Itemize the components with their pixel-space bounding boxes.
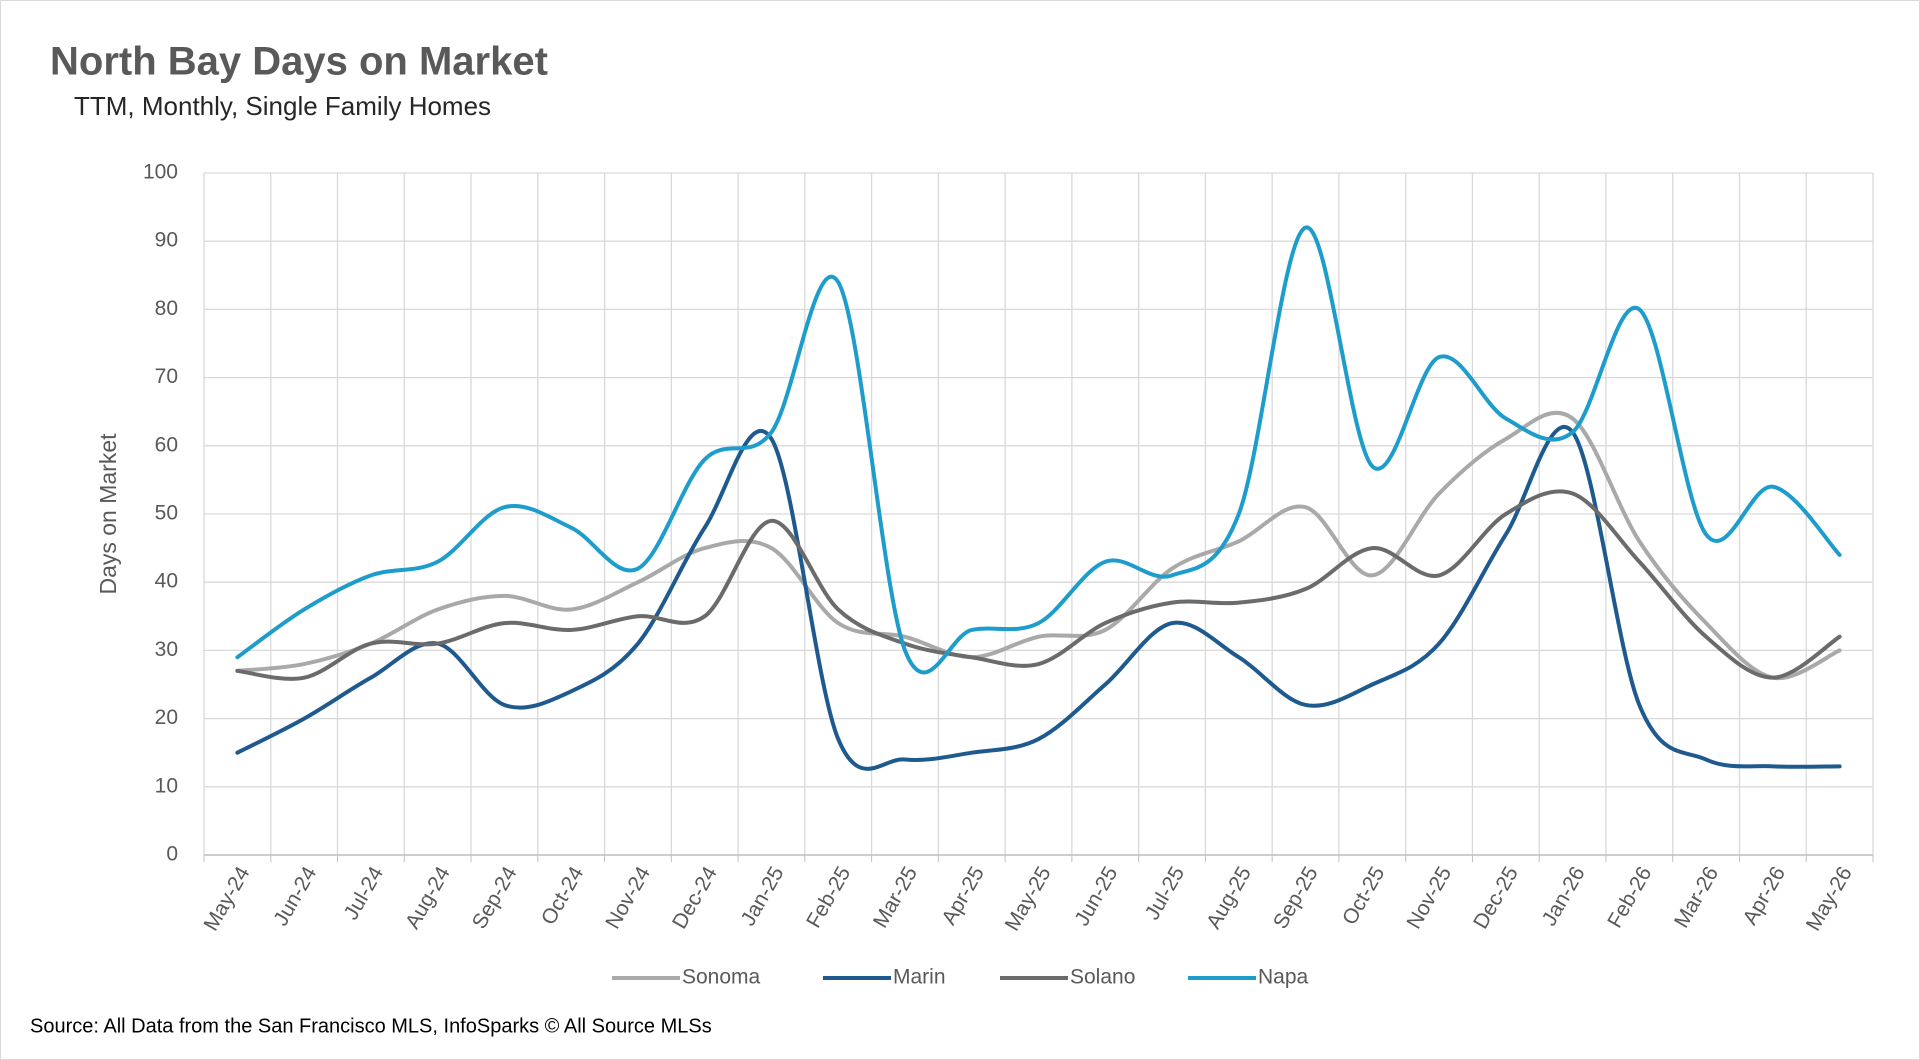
legend-label: Solano: [1070, 966, 1135, 989]
y-tick-label: 20: [155, 706, 178, 729]
y-tick-label: 30: [155, 638, 178, 661]
y-tick-label: 50: [155, 502, 178, 525]
y-tick-label: 0: [166, 843, 178, 866]
series-line: [235, 410, 1842, 681]
series-line: [235, 489, 1842, 681]
source-note: Source: All Data from the San Francisco …: [30, 1015, 712, 1037]
legend-label: Sonoma: [682, 966, 761, 989]
series-line: [235, 425, 1842, 771]
y-tick-label: 10: [155, 774, 178, 797]
chart-subtitle: TTM, Monthly, Single Family Homes: [74, 91, 491, 121]
y-tick-label: 60: [155, 433, 178, 456]
chart-title: North Bay Days on Market: [50, 40, 548, 84]
y-tick-label: 40: [155, 570, 178, 593]
y-tick-label: 90: [155, 229, 178, 252]
y-tick-label: 100: [143, 161, 178, 184]
y-tick-label: 80: [155, 297, 178, 320]
legend-label: Napa: [1258, 966, 1309, 989]
y-axis-title: Days on Market: [95, 433, 121, 595]
legend-label: Marin: [893, 966, 946, 989]
y-tick-label: 70: [155, 365, 178, 388]
series-line: [235, 225, 1842, 675]
